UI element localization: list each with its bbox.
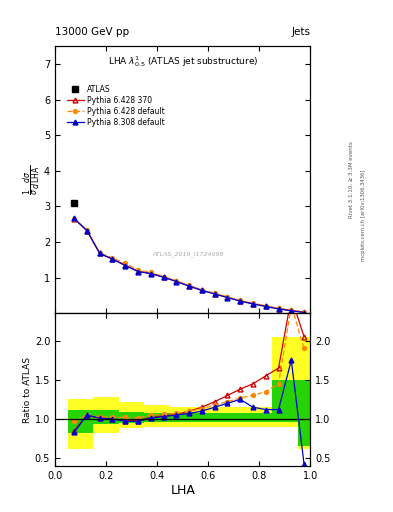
Line: Pythia 6.428 370: Pythia 6.428 370: [72, 217, 307, 314]
Pythia 8.308 default: [136, 268, 140, 274]
Pythia 8.308 default: [123, 263, 128, 269]
Pythia 6.428 370: [110, 256, 115, 262]
Pythia 8.308 default: [84, 227, 89, 233]
Pythia 6.428 370: [84, 227, 89, 233]
Text: Rivet 3.1.10, ≥ 3.3M events: Rivet 3.1.10, ≥ 3.3M events: [349, 141, 354, 218]
Pythia 6.428 default: [263, 303, 268, 309]
Pythia 8.308 default: [289, 308, 294, 314]
Pythia 8.308 default: [174, 279, 179, 285]
Text: LHA $\lambda^{1}_{0.5}$ (ATLAS jet substructure): LHA $\lambda^{1}_{0.5}$ (ATLAS jet subst…: [108, 54, 258, 69]
Legend: ATLAS, Pythia 6.428 370, Pythia 6.428 default, Pythia 8.308 default: ATLAS, Pythia 6.428 370, Pythia 6.428 de…: [64, 82, 168, 130]
Pythia 8.308 default: [149, 271, 153, 277]
Pythia 6.428 370: [187, 283, 191, 289]
Pythia 6.428 default: [200, 287, 204, 293]
Line: Pythia 6.428 default: Pythia 6.428 default: [72, 217, 306, 314]
Pythia 6.428 370: [289, 307, 294, 313]
Text: mcplots.cern.ch [arXiv:1306.3436]: mcplots.cern.ch [arXiv:1306.3436]: [361, 169, 366, 261]
Line: Pythia 8.308 default: Pythia 8.308 default: [72, 216, 307, 315]
Pythia 8.308 default: [263, 304, 268, 310]
Pythia 6.428 370: [251, 301, 255, 307]
Pythia 6.428 370: [238, 297, 242, 304]
Pythia 8.308 default: [110, 256, 115, 262]
Y-axis label: $\frac{1}{\sigma}\frac{d\sigma}{d\,\mathrm{LHA}}$: $\frac{1}{\sigma}\frac{d\sigma}{d\,\math…: [21, 165, 42, 195]
Pythia 6.428 370: [302, 309, 307, 315]
Pythia 6.428 370: [97, 250, 102, 257]
Y-axis label: Ratio to ATLAS: Ratio to ATLAS: [23, 356, 32, 422]
Pythia 6.428 default: [161, 273, 166, 280]
Pythia 6.428 default: [187, 283, 191, 289]
Pythia 6.428 370: [263, 303, 268, 309]
Pythia 8.308 default: [276, 306, 281, 312]
Pythia 8.308 default: [212, 291, 217, 297]
Pythia 8.308 default: [251, 301, 255, 307]
Pythia 8.308 default: [302, 309, 307, 315]
Pythia 6.428 default: [302, 309, 307, 315]
Pythia 6.428 370: [123, 262, 128, 268]
Pythia 6.428 370: [225, 294, 230, 301]
X-axis label: LHA: LHA: [170, 483, 195, 497]
Pythia 6.428 default: [238, 297, 242, 304]
Pythia 6.428 default: [72, 216, 77, 222]
Pythia 6.428 370: [174, 278, 179, 284]
Pythia 8.308 default: [225, 294, 230, 301]
Pythia 8.308 default: [72, 216, 77, 222]
Pythia 6.428 default: [136, 267, 140, 273]
Pythia 8.308 default: [200, 287, 204, 293]
Pythia 6.428 default: [289, 307, 294, 313]
Pythia 6.428 default: [174, 278, 179, 284]
Pythia 6.428 370: [136, 268, 140, 274]
Pythia 6.428 default: [251, 300, 255, 306]
Pythia 6.428 370: [276, 306, 281, 312]
Pythia 8.308 default: [161, 274, 166, 281]
Pythia 6.428 default: [84, 227, 89, 233]
Pythia 6.428 default: [149, 269, 153, 275]
Pythia 8.308 default: [97, 250, 102, 257]
Pythia 6.428 default: [97, 250, 102, 256]
Pythia 6.428 370: [72, 216, 77, 222]
Pythia 8.308 default: [187, 283, 191, 289]
Pythia 6.428 default: [123, 260, 128, 266]
Pythia 8.308 default: [238, 298, 242, 304]
Pythia 6.428 370: [200, 287, 204, 293]
Text: ATLAS_2019_I1724098: ATLAS_2019_I1724098: [152, 251, 224, 258]
Text: Jets: Jets: [292, 27, 310, 37]
Pythia 6.428 370: [161, 274, 166, 280]
Pythia 6.428 default: [225, 294, 230, 300]
Pythia 6.428 default: [110, 255, 115, 261]
Pythia 6.428 370: [212, 291, 217, 297]
Pythia 6.428 default: [276, 305, 281, 311]
Pythia 6.428 370: [149, 270, 153, 276]
Text: 13000 GeV pp: 13000 GeV pp: [55, 27, 129, 37]
Pythia 6.428 default: [212, 290, 217, 296]
